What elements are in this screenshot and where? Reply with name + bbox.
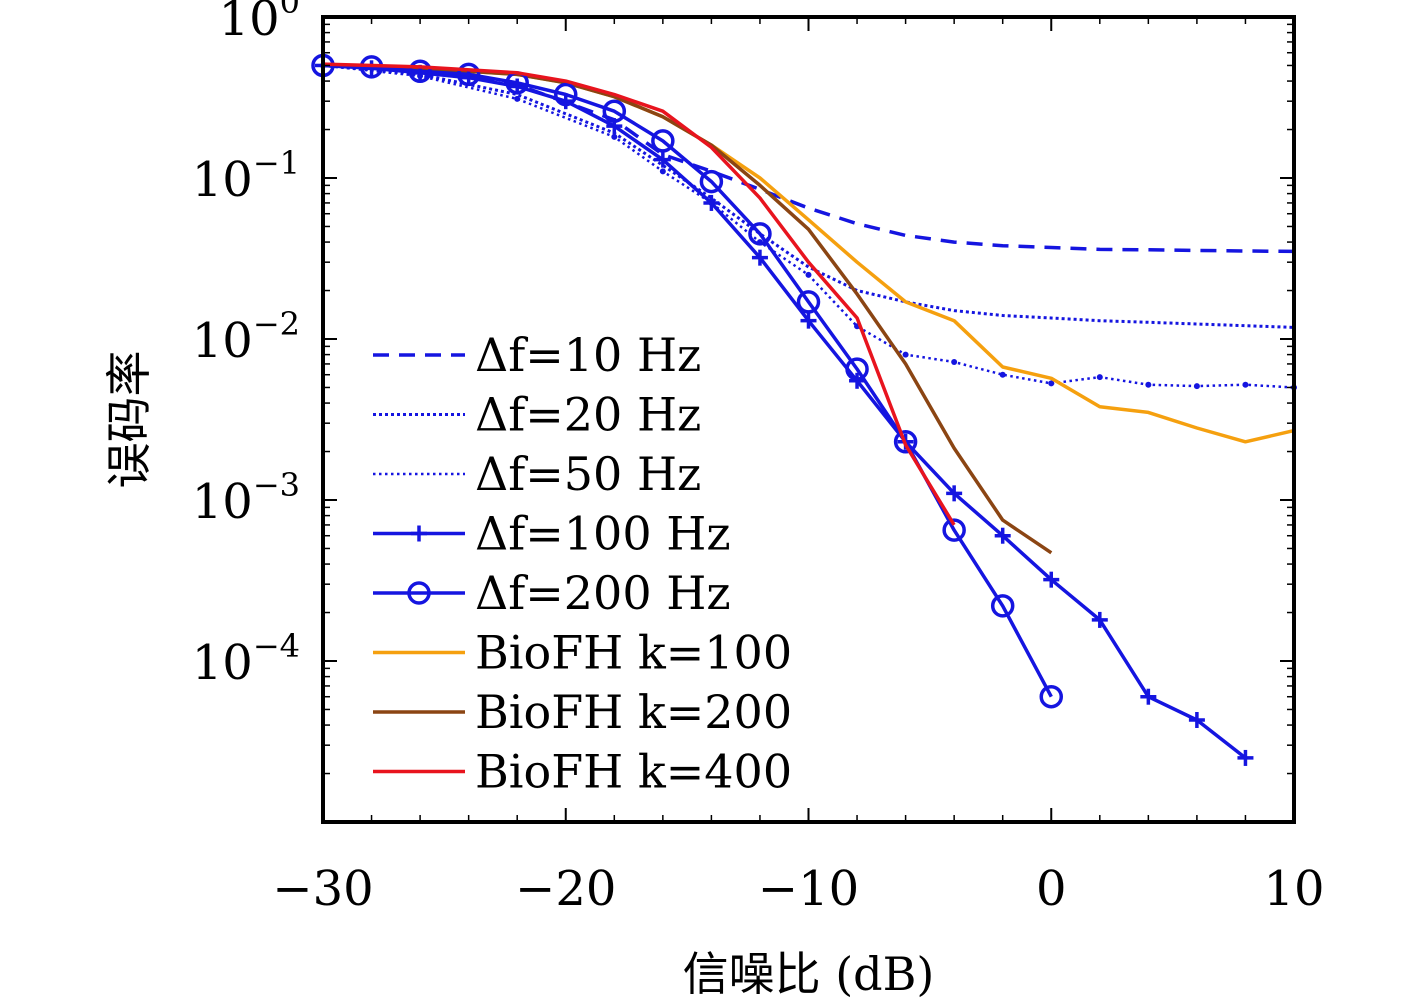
data-point bbox=[990, 594, 1015, 618]
data-point bbox=[1091, 611, 1108, 628]
data-point bbox=[514, 95, 521, 102]
data-point bbox=[554, 82, 578, 107]
y-tick-base: 10 bbox=[192, 313, 253, 369]
data-point bbox=[751, 249, 768, 266]
legend-marker bbox=[407, 581, 431, 605]
series-line bbox=[322, 64, 1295, 329]
data-point bbox=[942, 518, 966, 542]
data-point bbox=[1039, 684, 1063, 709]
y-tick-label: 100 bbox=[219, 0, 300, 47]
data-point bbox=[1096, 374, 1103, 381]
legend-item: Δf=10 Hz bbox=[373, 328, 701, 382]
y-tick-label: 10−4 bbox=[192, 627, 300, 691]
data-point bbox=[845, 357, 869, 381]
series-line bbox=[322, 63, 1295, 254]
data-point bbox=[1140, 688, 1157, 705]
y-tick-exponent: −3 bbox=[253, 466, 300, 504]
data-point bbox=[611, 133, 618, 140]
legend-label: Δf=10 Hz bbox=[475, 328, 701, 382]
data-point bbox=[902, 351, 909, 358]
data-point bbox=[748, 222, 772, 246]
data-point bbox=[456, 62, 481, 87]
series-1 bbox=[322, 64, 1295, 329]
y-tick-base: 10 bbox=[192, 474, 253, 530]
x-axis-label: 信噪比 (dB) bbox=[683, 947, 935, 1001]
legend-item: BioFH k=200 bbox=[373, 685, 792, 739]
data-point bbox=[408, 59, 432, 84]
y-tick-base: 10 bbox=[219, 0, 280, 47]
legend-label: BioFH k=100 bbox=[475, 626, 792, 680]
data-point bbox=[1145, 381, 1152, 388]
y-tick-label: 10−2 bbox=[192, 305, 300, 369]
legend-label: Δf=20 Hz bbox=[475, 388, 701, 442]
series-line bbox=[322, 64, 1295, 389]
legend-label: BioFH k=200 bbox=[475, 685, 792, 739]
data-point bbox=[1188, 712, 1205, 729]
data-point bbox=[805, 271, 812, 278]
data-point bbox=[796, 290, 821, 314]
x-tick-label: 0 bbox=[1036, 861, 1067, 917]
data-point bbox=[659, 168, 666, 175]
y-tick-exponent: −1 bbox=[253, 144, 300, 182]
data-point bbox=[994, 527, 1011, 544]
legend-item: Δf=20 Hz bbox=[373, 388, 701, 442]
series-layer bbox=[311, 53, 1297, 766]
data-point bbox=[893, 430, 918, 454]
data-point bbox=[1048, 380, 1055, 387]
data-point bbox=[1043, 571, 1060, 588]
series-2 bbox=[320, 62, 1297, 391]
data-point bbox=[951, 358, 958, 365]
legend-item: Δf=200 Hz bbox=[373, 566, 731, 620]
data-point bbox=[602, 99, 627, 123]
y-tick-label: 10−1 bbox=[192, 144, 300, 208]
data-point bbox=[946, 485, 963, 502]
legend-label: Δf=200 Hz bbox=[475, 566, 731, 620]
data-point bbox=[1193, 383, 1200, 390]
data-point bbox=[654, 151, 671, 168]
x-tick-label: −30 bbox=[272, 861, 373, 917]
y-tick-exponent: −2 bbox=[253, 305, 300, 343]
data-point bbox=[800, 312, 817, 329]
legend-item: Δf=50 Hz bbox=[373, 447, 701, 501]
data-point bbox=[1242, 381, 1249, 388]
legend-item: BioFH k=100 bbox=[373, 626, 792, 680]
x-tick-label: −20 bbox=[515, 861, 616, 917]
y-tick-base: 10 bbox=[192, 635, 253, 691]
series-7 bbox=[322, 62, 956, 526]
legend-label: BioFH k=400 bbox=[475, 745, 792, 799]
y-tick-base: 10 bbox=[192, 152, 253, 208]
data-point bbox=[703, 194, 720, 211]
x-tick-label: −10 bbox=[758, 861, 859, 917]
y-tick-label: 10−3 bbox=[192, 466, 300, 530]
legend-label: Δf=50 Hz bbox=[475, 447, 701, 501]
y-tick-exponent: 0 bbox=[280, 0, 300, 21]
series-0 bbox=[322, 63, 1295, 254]
legend-marker bbox=[411, 525, 427, 542]
series-line bbox=[322, 62, 956, 526]
data-point bbox=[651, 129, 675, 153]
y-axis-label: 误码率 bbox=[102, 351, 156, 489]
data-point bbox=[1237, 749, 1254, 766]
legend-item: Δf=100 Hz bbox=[373, 507, 731, 561]
legend-label: Δf=100 Hz bbox=[475, 507, 731, 561]
x-tick-label: 10 bbox=[1263, 861, 1324, 917]
legend-item: BioFH k=400 bbox=[373, 745, 792, 799]
y-tick-exponent: −4 bbox=[253, 627, 300, 665]
data-point bbox=[999, 371, 1006, 378]
data-point bbox=[699, 169, 724, 194]
